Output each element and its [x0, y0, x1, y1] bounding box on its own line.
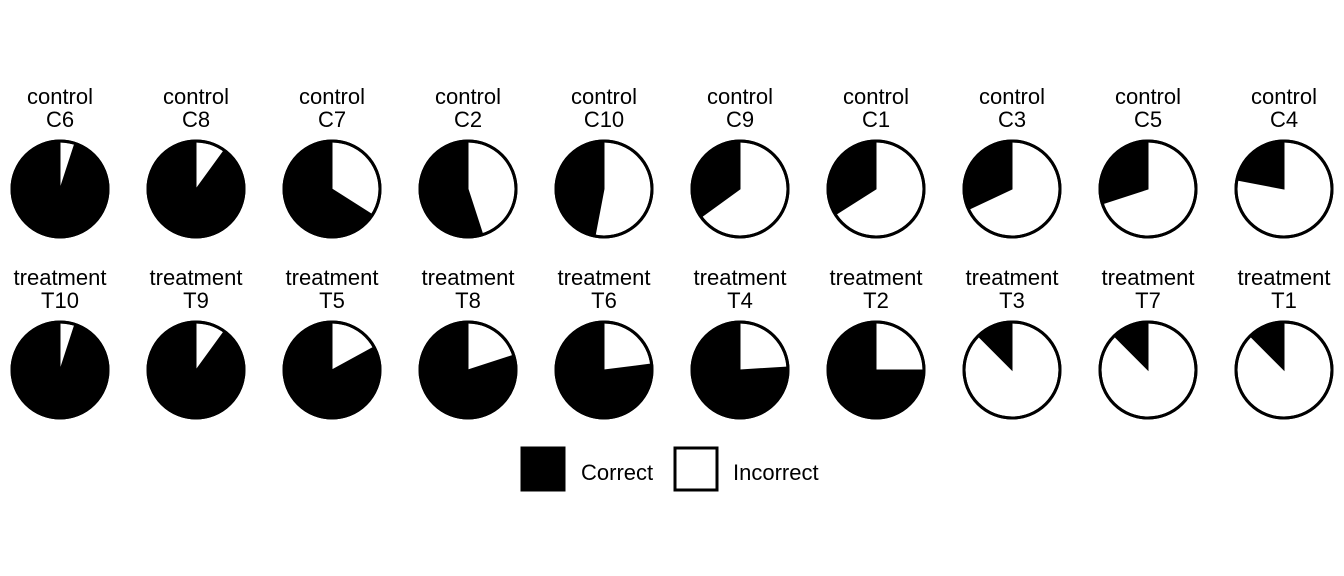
panel-id-label: C5: [1134, 107, 1162, 132]
panel-group-label: treatment: [966, 265, 1059, 290]
panel-id-label: T3: [999, 288, 1025, 313]
pie-slice-correct: [555, 140, 605, 237]
panel-id-label: T7: [1135, 288, 1161, 313]
legend: Correct Incorrect: [520, 446, 819, 492]
panel-group-label: treatment: [558, 265, 651, 290]
pie-outline: [418, 320, 518, 420]
legend-label-incorrect: Incorrect: [733, 460, 819, 485]
panel-group-label: control: [435, 84, 501, 109]
panel-group-label: treatment: [830, 265, 923, 290]
panel-group-label: control: [843, 84, 909, 109]
panel-id-label: C1: [862, 107, 890, 132]
pie-outline: [962, 320, 1062, 420]
pie-outline: [1098, 139, 1198, 239]
pie-outline: [146, 139, 246, 239]
pie-outline: [1098, 320, 1198, 420]
panel-group-label: control: [979, 84, 1045, 109]
panel-id-label: T10: [41, 288, 79, 313]
pie-outline: [418, 139, 518, 239]
panel-group-label: treatment: [1102, 265, 1195, 290]
panel-group-label: control: [1115, 84, 1181, 109]
panel-group-label: treatment: [150, 265, 243, 290]
panel-group-label: treatment: [14, 265, 107, 290]
pie-outline: [1234, 139, 1334, 239]
panel-id-label: C10: [584, 107, 624, 132]
pie-outline: [962, 139, 1062, 239]
panel-group-label: treatment: [422, 265, 515, 290]
panel-group-label: control: [707, 84, 773, 109]
pie-outline: [1234, 320, 1334, 420]
panel-id-label: T2: [863, 288, 889, 313]
legend-label-correct: Correct: [581, 460, 653, 485]
pie-outline: [282, 139, 382, 239]
panel-id-label: T1: [1271, 288, 1297, 313]
panel-group-label: control: [27, 84, 93, 109]
panel-id-label: T4: [727, 288, 753, 313]
panel-id-label: C8: [182, 107, 210, 132]
pie-outline: [146, 320, 246, 420]
panel-group-label: treatment: [694, 265, 787, 290]
pie-outline: [690, 320, 790, 420]
pie-panels: controlC6controlC8controlC7controlC2cont…: [10, 84, 1334, 420]
panel-group-label: control: [163, 84, 229, 109]
panel-group-label: control: [1251, 84, 1317, 109]
legend-swatch-correct: [520, 446, 566, 492]
panel-id-label: C6: [46, 107, 74, 132]
panel-id-label: C9: [726, 107, 754, 132]
panel-id-label: T5: [319, 288, 345, 313]
panel-group-label: control: [571, 84, 637, 109]
pie-outline: [826, 320, 926, 420]
panel-id-label: T9: [183, 288, 209, 313]
pie-outline: [554, 320, 654, 420]
panel-group-label: treatment: [286, 265, 379, 290]
pie-outline: [690, 139, 790, 239]
panel-id-label: T8: [455, 288, 481, 313]
panel-id-label: T6: [591, 288, 617, 313]
panel-group-label: treatment: [1238, 265, 1331, 290]
pie-outline: [554, 139, 654, 239]
panel-id-label: C3: [998, 107, 1026, 132]
panel-id-label: C4: [1270, 107, 1298, 132]
panel-group-label: control: [299, 84, 365, 109]
pie-outline: [282, 320, 382, 420]
panel-id-label: C2: [454, 107, 482, 132]
panel-id-label: C7: [318, 107, 346, 132]
pie-outline: [10, 139, 110, 239]
legend-swatch-incorrect: [673, 446, 719, 492]
pie-outline: [10, 320, 110, 420]
pie-outline: [826, 139, 926, 239]
